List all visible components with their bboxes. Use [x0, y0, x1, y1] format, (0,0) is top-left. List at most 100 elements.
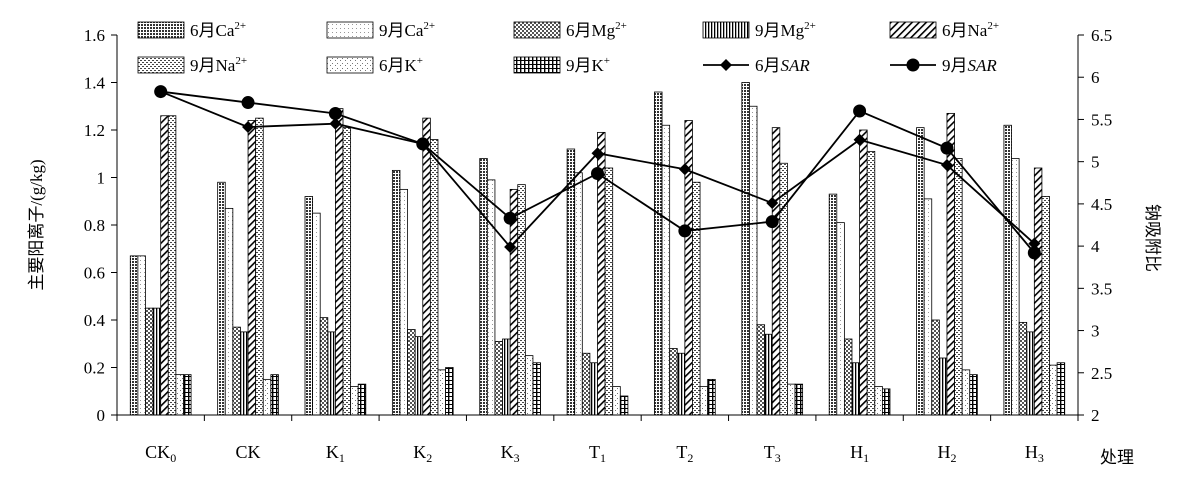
bar — [167, 115, 177, 416]
bar — [502, 338, 511, 416]
bar — [1033, 167, 1043, 416]
bar — [319, 317, 329, 416]
legend-label: 9月Ca2+ — [379, 20, 435, 40]
point-marker — [940, 159, 953, 172]
bar — [494, 340, 503, 416]
bar — [262, 378, 272, 416]
x-tick-label: H2 — [937, 442, 956, 465]
y-tick-label: 1.4 — [84, 74, 106, 93]
bar — [931, 319, 940, 416]
x-tick-label: T3 — [764, 442, 781, 465]
y2-tick-label: 6.5 — [1091, 26, 1112, 45]
bar — [916, 127, 925, 416]
bar — [866, 150, 876, 416]
legend-label: 6月Na2+ — [942, 20, 999, 40]
bar — [969, 374, 978, 416]
bar — [771, 127, 781, 416]
bar — [707, 378, 716, 416]
bar — [437, 369, 446, 416]
y-axis-title: 主要阳离子/(g/kg) — [27, 159, 46, 290]
bar — [524, 355, 534, 416]
y2-tick-label: 6 — [1091, 68, 1100, 87]
bar — [129, 255, 139, 416]
bar — [517, 184, 526, 416]
bar — [414, 336, 424, 416]
point-marker — [853, 133, 866, 146]
point-marker — [242, 121, 255, 134]
y2-axis-title: 钠吸附比 — [1143, 204, 1162, 272]
point-marker — [241, 96, 255, 110]
bars-layer — [129, 82, 1066, 416]
point-marker — [853, 104, 867, 118]
bar — [961, 369, 971, 416]
y-tick-label: 0 — [97, 406, 106, 425]
y-tick-label: 1.6 — [84, 26, 105, 45]
point-marker — [1028, 237, 1041, 250]
point-marker — [328, 107, 342, 121]
bar — [304, 196, 314, 416]
bar — [612, 386, 621, 416]
bar — [137, 255, 146, 416]
y2-tick-label: 3 — [1091, 322, 1100, 341]
bar — [152, 307, 162, 416]
bar — [749, 105, 758, 416]
legend-swatch — [513, 21, 561, 39]
axes-layer: 0 0.2 0.4 0.6 0.8 1 1.2 1.4 1.6 2 2.5 3 3.5 4 4.5 5 5.5 6… — [27, 26, 1162, 467]
legend-swatch — [889, 21, 937, 39]
bar — [741, 82, 750, 416]
legend-swatch — [137, 56, 185, 74]
bar — [699, 386, 709, 416]
legend-swatch — [702, 21, 750, 39]
x-tick-label: T1 — [589, 442, 606, 465]
legend-label: 6月K+ — [379, 55, 423, 75]
x-tick-label: K2 — [413, 442, 432, 465]
point-marker — [766, 197, 779, 210]
x-tick-label: CK — [236, 442, 261, 462]
bar — [764, 333, 773, 416]
legend-swatch — [326, 21, 374, 39]
bar — [270, 374, 279, 416]
bar — [836, 222, 845, 416]
lines-layer — [154, 85, 1041, 260]
x-tick-label: K3 — [501, 442, 520, 465]
legend-label: 6月SAR — [755, 56, 810, 75]
legend-swatch — [513, 56, 561, 74]
legend-marker — [720, 59, 732, 71]
bar — [532, 362, 541, 416]
bar — [357, 383, 367, 416]
y2-tick-label: 2 — [1091, 406, 1100, 425]
bar — [312, 212, 321, 416]
bar — [255, 117, 264, 416]
point-marker — [1027, 246, 1041, 260]
bar — [224, 207, 234, 416]
bar — [574, 172, 583, 416]
bar — [486, 179, 496, 416]
bar — [247, 120, 257, 416]
legend-label: 6月Mg2+ — [566, 20, 627, 40]
bar — [391, 169, 401, 416]
bar — [232, 326, 241, 416]
point-marker — [765, 215, 779, 229]
bar — [1003, 124, 1012, 416]
x-tick-label: CK0 — [145, 442, 176, 465]
y-tick-label: 0.2 — [84, 359, 105, 378]
bar — [669, 348, 678, 416]
x-tick-label: H3 — [1025, 442, 1044, 465]
bar — [1011, 158, 1020, 416]
y-tick-label: 0.8 — [84, 216, 105, 235]
y2-tick-label: 5.5 — [1091, 110, 1112, 129]
bar — [407, 329, 416, 416]
bar — [654, 91, 663, 416]
x-axis-title: 处理 — [1100, 448, 1134, 467]
bar — [756, 324, 766, 416]
bar — [604, 167, 614, 416]
bar — [327, 331, 336, 416]
bar — [1041, 196, 1050, 416]
bar — [399, 188, 408, 416]
legend-label: 9月K+ — [566, 55, 610, 75]
bar — [619, 395, 629, 416]
bar — [429, 139, 439, 416]
legend-label: 9月SAR — [942, 56, 997, 75]
bar — [589, 362, 598, 416]
